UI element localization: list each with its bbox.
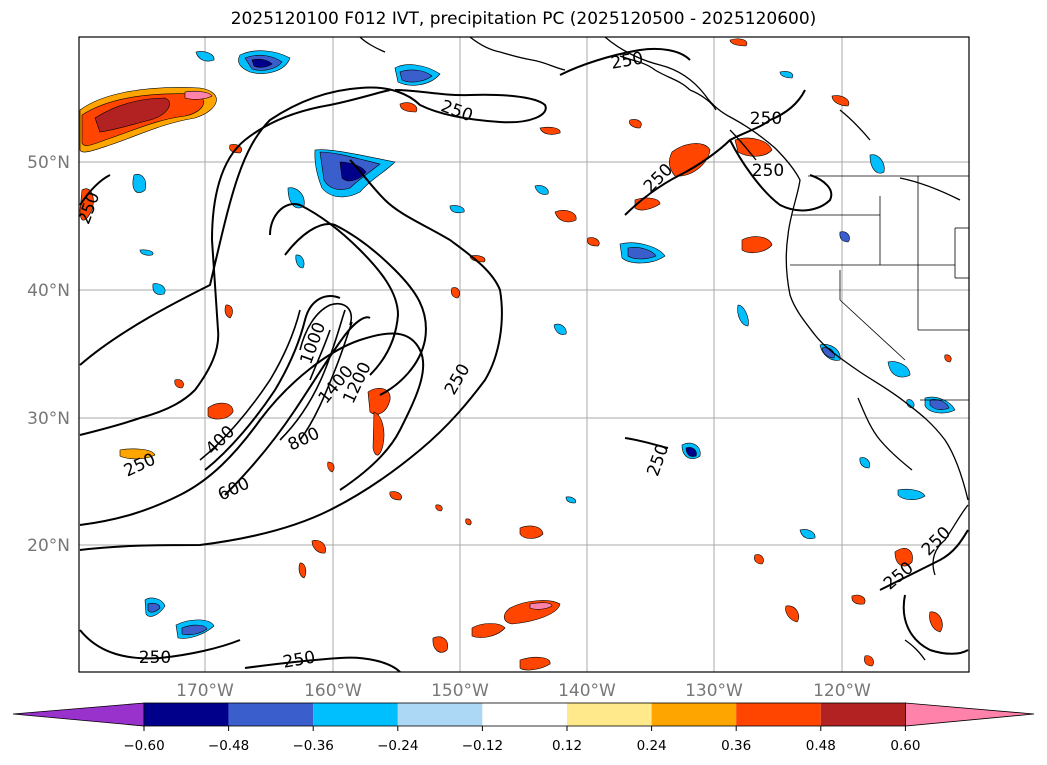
colorbar-segment [820,703,906,726]
colorbar-tick-label: −0.12 [462,738,503,754]
colorbar-segment [567,703,652,726]
graticule [79,37,969,672]
contour-label: 250 [752,161,784,181]
coastlines [359,37,969,661]
contour-label: 250 [643,442,673,479]
colorbar-segment [313,703,398,726]
contour-label: 250 [438,96,475,126]
contour-label: 250 [880,558,918,594]
colorbar-segment [228,703,314,726]
lon-label: 170°W [176,681,234,701]
colorbar: −0.60 −0.48 −0.36 −0.24 −0.12 0.12 0.24 … [12,702,1035,754]
contour-label: 250 [750,109,782,129]
precipitation-negative [132,50,956,639]
map-area: 250 250 250 250 250 250 250 250 250 250 … [79,37,969,672]
contour-label: 250 [281,647,316,672]
lon-label: 160°W [304,681,362,701]
ivt-contours [79,47,969,672]
lon-label: 150°W [431,681,489,701]
colorbar-segment [144,703,229,726]
contour-label: 600 [215,474,253,506]
colorbar-tick-labels: −0.60 −0.48 −0.36 −0.24 −0.12 0.12 0.24 … [123,738,920,754]
colorbar-tick-label: −0.60 [123,738,164,754]
colorbar-tick-label: 0.60 [890,738,920,754]
longitude-labels: 170°W 160°W 150°W 140°W 130°W 120°W [176,681,871,701]
lat-label: 30°N [27,409,70,429]
colorbar-tick-label: 0.48 [806,738,836,754]
colorbar-tick-label: −0.48 [208,738,249,754]
colorbar-low-extension [12,702,145,727]
contour-labels: 250 250 250 250 250 250 250 250 250 250 … [79,48,955,672]
latitude-labels: 50°N 40°N 30°N 20°N [27,153,70,556]
state-borders [790,175,969,401]
colorbar-tick-label: 0.36 [721,738,751,754]
map-frame [78,36,970,673]
contour-label: 250 [441,360,475,398]
lat-label: 40°N [27,281,70,301]
lat-label: 50°N [27,153,70,173]
contour-label: 250 [139,648,171,668]
precipitation-positive [79,38,952,671]
colorbar-high-extension [905,702,1035,727]
colorbar-tick-label: 0.24 [637,738,667,754]
colorbar-segment [736,703,821,726]
colorbar-tick-label: −0.36 [293,738,334,754]
map-title: 2025120100 F012 IVT, precipitation PC (2… [230,9,817,29]
colorbar-ticks [143,726,906,731]
contour-label: 250 [609,48,644,73]
lon-label: 120°W [813,681,871,701]
colorbar-segment [482,703,567,726]
lat-label: 20°N [27,536,70,556]
lon-label: 130°W [685,681,743,701]
lon-label: 140°W [558,681,616,701]
colorbar-tick-label: −0.24 [377,738,418,754]
colorbar-tick-label: 0.12 [552,738,582,754]
colorbar-segment [651,703,737,726]
colorbar-segment [397,703,483,726]
